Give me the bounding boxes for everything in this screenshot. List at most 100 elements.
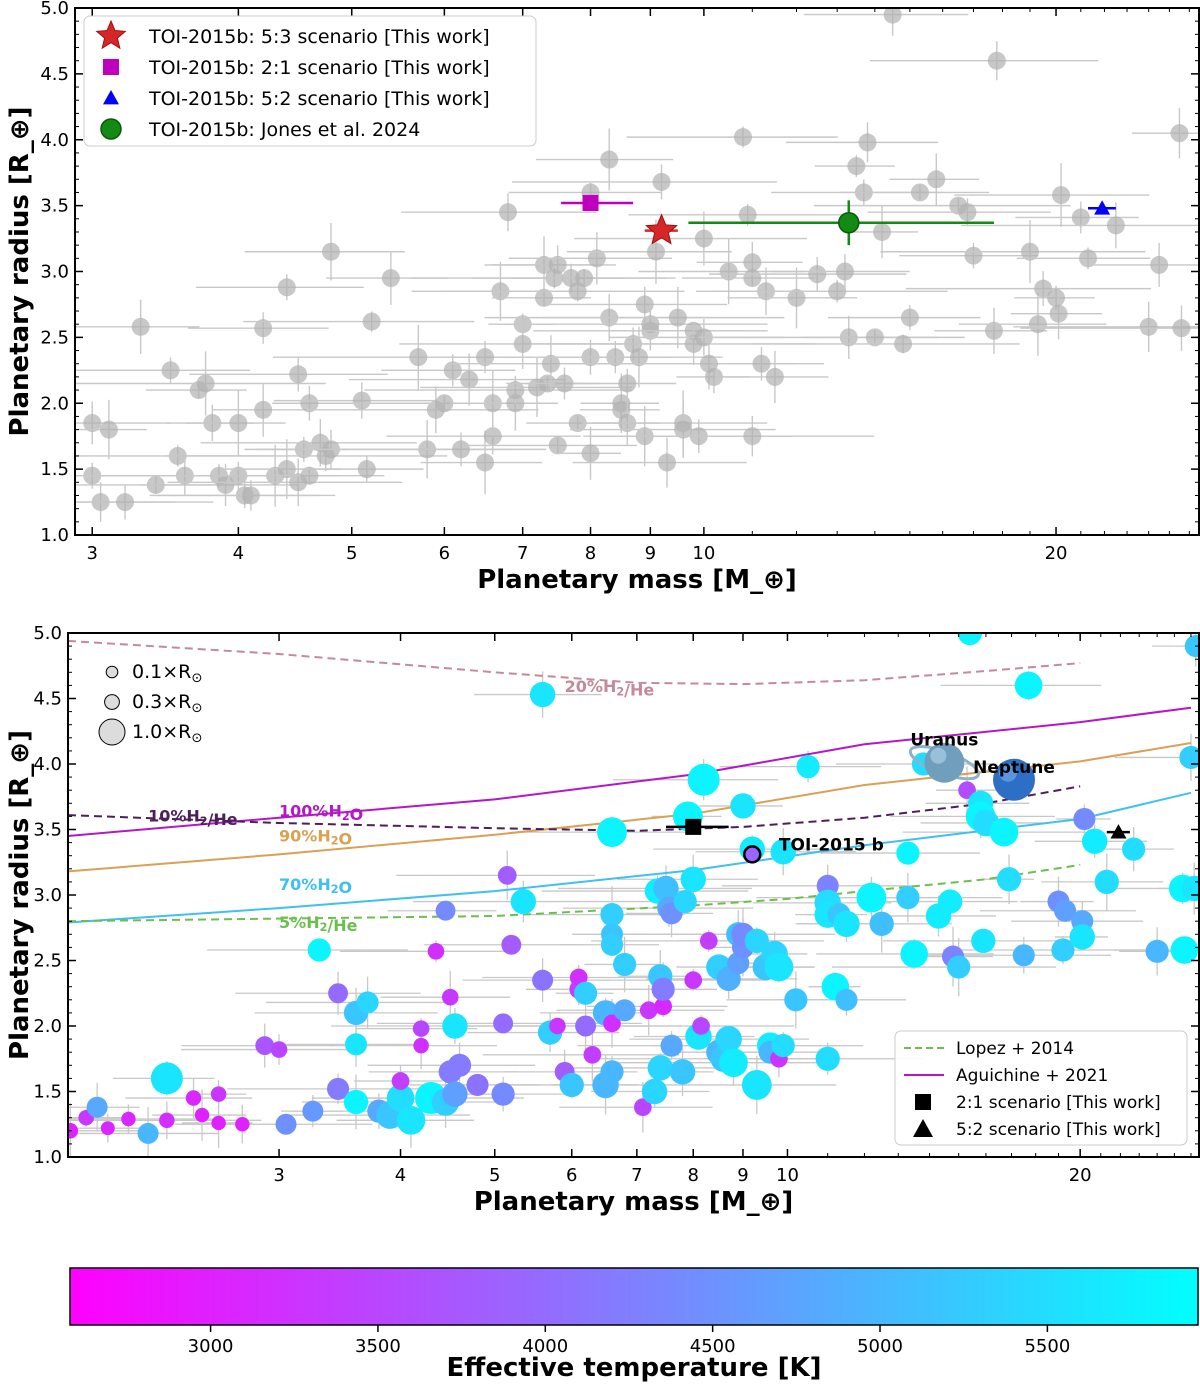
planet-point (381, 269, 400, 288)
y-tick-label: 4.5 (33, 689, 62, 710)
planet-point (658, 453, 677, 472)
planet-point (1073, 807, 1096, 831)
legend-box (894, 1030, 1188, 1146)
toi-2015b-circle (743, 845, 762, 864)
planet-point (652, 172, 671, 191)
planet-point (241, 486, 260, 505)
curve-label: 90%H2O (279, 826, 352, 848)
planet-point (1069, 924, 1095, 950)
legend-label: TOI-2015b: 5:3 scenario [This work] (148, 26, 490, 48)
toi-2015b-triangle (1094, 200, 1111, 215)
legend-label: Lopez + 2014 (956, 1039, 1074, 1059)
y-tick-label: 2.0 (40, 393, 69, 414)
planet-point (674, 420, 693, 439)
planet-point (629, 348, 648, 367)
planet-point (654, 997, 673, 1016)
x-tick-label: 10 (776, 1165, 799, 1186)
planet-point (352, 391, 371, 410)
y-tick-label: 4.5 (40, 64, 69, 85)
planet-point (741, 1070, 772, 1100)
x-tick-label: 7 (631, 1165, 642, 1186)
legend-box (83, 15, 537, 147)
legend-marker-star (95, 19, 127, 50)
planet-point (808, 265, 827, 284)
size-legend-label: 0.3×R⊙ (132, 691, 203, 716)
planet-point (613, 999, 636, 1022)
planet-point (581, 444, 600, 463)
planet-point (483, 427, 502, 446)
planet-point (116, 493, 135, 512)
planet-point (452, 440, 471, 459)
planet-point (555, 374, 574, 393)
planet-point (1170, 124, 1189, 143)
planet-point (869, 911, 894, 936)
solar-system-planets (908, 742, 1036, 801)
curve-he_20 (68, 639, 1081, 686)
planet-point (159, 1112, 175, 1129)
colorbar-tick-label: 4000 (522, 1336, 568, 1357)
planet-point (559, 1072, 584, 1098)
planet-point (161, 361, 180, 380)
grey-points (75, 8, 1199, 522)
planet-point (386, 1084, 415, 1112)
planet-point (1094, 869, 1119, 895)
planet-point (835, 988, 858, 1011)
size-legend-label: 1.0×R⊙ (132, 721, 203, 746)
colorbar: 3000 3500 4000 4500 5000 5500 Effective temper… (69, 1267, 1199, 1383)
size-legend-marker (98, 718, 126, 746)
y-tick-label: 2.5 (33, 951, 62, 972)
planet-point (535, 288, 554, 307)
colorbar-tick-label: 5000 (857, 1336, 903, 1357)
planet-point (1047, 288, 1066, 307)
planet-point (1071, 208, 1090, 227)
planet-point (1139, 317, 1158, 336)
planet-point (646, 242, 665, 261)
planet-point (957, 633, 982, 646)
planet-point (699, 932, 718, 950)
planet-point (270, 1041, 288, 1058)
planet-point (506, 381, 525, 400)
planet-point (435, 900, 456, 921)
stellar-radius-size-legend: 0.1×R⊙ 0.3×R⊙ 1.0×R⊙ (98, 661, 203, 746)
planet-point (1106, 216, 1125, 235)
planet-point (613, 952, 637, 977)
curve-he_5 (68, 863, 1081, 923)
planet-point (443, 361, 462, 380)
planet-point (1079, 249, 1098, 268)
x-tick-label: 3 (273, 1165, 284, 1186)
x-tick-label: 8 (585, 543, 596, 564)
planet-point (719, 1048, 748, 1078)
planet-point (391, 1072, 410, 1090)
y-tick-label: 3.5 (33, 820, 62, 841)
planet-point (1028, 315, 1047, 334)
planet-point (752, 354, 771, 373)
planet-point (235, 1117, 250, 1132)
x-tick-label: 6 (439, 543, 450, 564)
planet-point (442, 1081, 468, 1107)
planet-point (302, 1100, 324, 1122)
planet-point (185, 1090, 202, 1106)
x-tick-label: 4 (395, 1165, 406, 1186)
uranus-highlight (930, 747, 947, 764)
planet-point (541, 354, 560, 373)
annotation-label: Neptune (973, 758, 1055, 778)
planet-point (229, 414, 248, 433)
planet-point (687, 763, 720, 796)
curve-label: 70%H2O (279, 875, 352, 897)
annotation-label: Uranus (910, 731, 978, 751)
y-tick-label: 2.5 (40, 327, 69, 348)
planet-point (833, 910, 860, 938)
planet-point (510, 888, 537, 915)
planet-point (987, 51, 1006, 70)
planet-point (1122, 837, 1146, 861)
planet-point (910, 183, 929, 202)
planet-point (743, 253, 762, 272)
planet-point (964, 246, 983, 265)
planet-point (254, 319, 273, 338)
legend-label: Aguichine + 2021 (956, 1066, 1108, 1086)
colorbar-tick-label: 3000 (188, 1336, 234, 1357)
legend-label: TOI-2015b: Jones et al. 2024 (148, 119, 420, 141)
planet-point (466, 1073, 489, 1096)
y-tick-label: 3.5 (40, 196, 69, 217)
